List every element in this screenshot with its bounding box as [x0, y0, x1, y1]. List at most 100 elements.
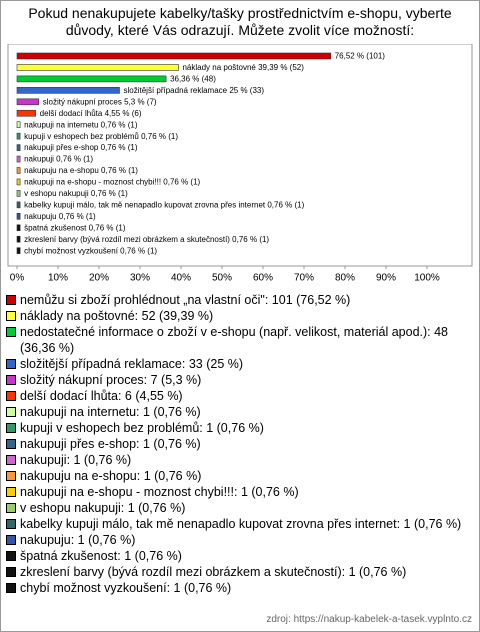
legend-swatch: [6, 455, 16, 465]
legend-label: nedostatečné informace o zboží v e-shopu…: [20, 325, 449, 355]
legend-swatch: [6, 295, 16, 305]
legend-swatch: [6, 311, 16, 321]
legend-swatch: [6, 519, 16, 529]
legend-item: náklady na poštovné: 52 (39,39 %): [6, 308, 472, 324]
x-tick-label: 30%: [130, 273, 150, 284]
data-label: složitější případná reklamace 25 % (33): [124, 86, 265, 95]
legend-label: nakupuji přes e-shop: 1 (0,76 %): [20, 437, 201, 451]
data-label: zkreslení barvy (bývá rozdíl mezi obrázk…: [24, 235, 269, 244]
legend-item: chybí možnost vyzkoušení: 1 (0,76 %): [6, 580, 472, 596]
bar: [16, 167, 21, 174]
data-label: kabelky kupuji málo, tak mě nenapadlo ku…: [24, 200, 304, 209]
bar: [16, 224, 21, 232]
legend-label: náklady na poštovné: 52 (39,39 %): [20, 309, 214, 323]
legend-label: nakupuji na e-shopu - moznost chybi!!!: …: [20, 485, 299, 499]
legend-swatch: [6, 375, 16, 385]
legend-item: nemůžu si zboží prohlédnout „na vlastní …: [6, 292, 472, 308]
bar: [16, 98, 40, 106]
legend-item: složitý nákupní proces: 7 (5,3 %): [6, 372, 472, 388]
legend: nemůžu si zboží prohlédnout „na vlastní …: [6, 292, 472, 596]
legend-swatch: [6, 391, 16, 401]
legend-label: kabelky kupuji málo, tak mě nenapadlo ku…: [20, 517, 462, 531]
x-tick-label: 50%: [212, 273, 232, 284]
legend-swatch: [6, 535, 16, 545]
data-label: náklady na poštovné 39,39 % (52): [182, 63, 304, 72]
legend-label: zkreslení barvy (bývá rozdíl mezi obrázk…: [20, 565, 407, 579]
bar: [16, 178, 21, 186]
chart: 0% 10% 20% 30% 40% 50% 60% 70% 80% 90% 100% 76,52 %…: [7, 44, 473, 284]
legend-item: nakupuju: 1 (0,76 %): [6, 532, 472, 548]
chart-title: Pokud nenakupujete kabelky/tašky prostře…: [28, 5, 452, 38]
bar: [16, 213, 21, 220]
bar: [16, 155, 21, 163]
legend-item: kabelky kupuji málo, tak mě nenapadlo ku…: [6, 516, 472, 532]
legend-label: nemůžu si zboží prohlédnout „na vlastní …: [20, 293, 351, 307]
bar: [16, 52, 332, 60]
bar: [16, 144, 21, 151]
bar: [16, 247, 21, 254]
x-tick-label: 70%: [294, 273, 314, 284]
legend-item: delší dodací lhůta: 6 (4,55 %): [6, 388, 472, 404]
data-label: nakupuju 0,76 % (1): [24, 212, 96, 221]
legend-label: složitý nákupní proces: 7 (5,3 %): [20, 373, 202, 387]
legend-item: nakupuji na internetu: 1 (0,76 %): [6, 404, 472, 420]
legend-label: nakupuju na e-shopu: 1 (0,76 %): [20, 469, 202, 483]
x-tick-label: 60%: [253, 273, 273, 284]
legend-item: nedostatečné informace o zboží v e-shopu…: [6, 324, 472, 356]
legend-item: nakupuju na e-shopu: 1 (0,76 %): [6, 468, 472, 484]
bar: [16, 75, 167, 83]
bar: [16, 87, 120, 94]
legend-label: v eshopu nakupuji: 1 (0,76 %): [20, 501, 186, 515]
legend-swatch: [6, 471, 16, 481]
legend-label: nakupuji na internetu: 1 (0,76 %): [20, 405, 201, 419]
legend-swatch: [6, 439, 16, 449]
data-label: nakupuji na e-shopu - moznost chybi!!! 0…: [24, 178, 200, 187]
data-label: v eshopu nakupuji 0,76 % (1): [24, 189, 128, 198]
legend-item: složitější případná reklamace: 33 (25 %): [6, 356, 472, 372]
legend-label: složitější případná reklamace: 33 (25 %): [20, 357, 244, 371]
legend-label: nakupuju: 1 (0,76 %): [20, 533, 136, 547]
x-tick-label: 90%: [376, 273, 396, 284]
data-label: nakupuji 0,76 % (1): [24, 155, 93, 164]
data-label: složitý nákupní proces 5,3 % (7): [43, 97, 157, 106]
bar: [16, 64, 179, 71]
legend-item: špatná zkušenost: 1 (0,76 %): [6, 548, 472, 564]
legend-item: nakupuji přes e-shop: 1 (0,76 %): [6, 436, 472, 452]
bar: [16, 235, 21, 243]
legend-item: nakupuji: 1 (0,76 %): [6, 452, 472, 468]
data-label: 36,36 % (48): [170, 75, 216, 84]
data-label: 76,52 % (101): [335, 52, 386, 61]
legend-swatch: [6, 551, 16, 561]
legend-item: v eshopu nakupuji: 1 (0,76 %): [6, 500, 472, 516]
legend-label: nakupuji: 1 (0,76 %): [20, 453, 132, 467]
data-label: nakupuji přes e-shop 0,76 % (1): [24, 143, 138, 152]
legend-swatch: [6, 423, 16, 433]
x-tick-label: 0%: [10, 273, 25, 284]
legend-swatch: [6, 359, 16, 369]
x-tick-label: 100%: [414, 273, 440, 284]
bar: [16, 201, 21, 209]
x-tick-label: 10%: [48, 273, 68, 284]
legend-label: špatná zkušenost: 1 (0,76 %): [20, 549, 182, 563]
x-tick-label: 80%: [335, 273, 355, 284]
bar: [16, 109, 36, 117]
data-label: kupuji v eshopech bez problémů 0,76 % (1…: [24, 132, 178, 141]
data-label: špatná zkušenost 0,76 % (1): [24, 223, 126, 232]
legend-label: kupuji v eshopech bez problémů: 1 (0,76 …: [20, 421, 264, 435]
legend-swatch: [6, 407, 16, 417]
legend-swatch: [6, 583, 16, 593]
legend-item: kupuji v eshopech bez problémů: 1 (0,76 …: [6, 420, 472, 436]
x-tick-label: 40%: [171, 273, 191, 284]
legend-swatch: [6, 503, 16, 513]
data-label: nakupuju na e-shopu 0,76 % (1): [24, 166, 138, 175]
legend-swatch: [6, 487, 16, 497]
data-label: chybí možnost vyzkoušení 0,76 % (1): [24, 246, 157, 255]
x-tick-label: 20%: [89, 273, 109, 284]
legend-item: zkreslení barvy (bývá rozdíl mezi obrázk…: [6, 564, 472, 580]
data-label: delší dodací lhůta 4,55 % (6): [40, 109, 142, 118]
legend-label: delší dodací lhůta: 6 (4,55 %): [20, 389, 183, 403]
bar: [16, 121, 21, 128]
data-label: nakupuji na internetu 0,76 % (1): [24, 120, 138, 129]
legend-swatch: [6, 567, 16, 577]
